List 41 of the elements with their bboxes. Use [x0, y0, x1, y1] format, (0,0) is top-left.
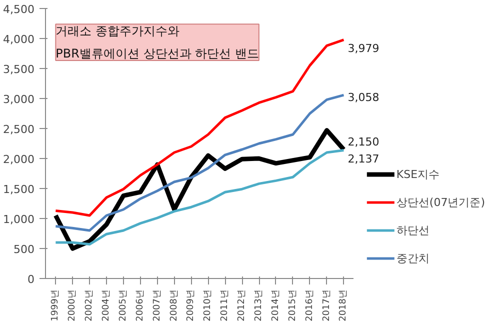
line-series — [54, 38, 345, 217]
data-label: 3,058 — [348, 91, 380, 104]
y-tick-label: 2,500 — [3, 123, 35, 136]
legend-label: 상단선(07년기준) — [396, 194, 485, 210]
x-tick-label: 2008년 — [169, 290, 180, 322]
legend-label: 중간치 — [396, 250, 430, 266]
y-tick-label: 4,500 — [3, 3, 35, 16]
x-tick-label: 2007년 — [152, 290, 162, 322]
text: 거래소 종합주가지수와 PBR밸류에이션 상단선과 하단선 밴드 — [56, 24, 259, 60]
x-tick-label: 2012년 — [237, 290, 248, 322]
y-tick-label: 1,500 — [3, 183, 35, 196]
y-tick-label: 2,000 — [3, 153, 35, 166]
x-tick-label: 2010년 — [203, 290, 214, 322]
x-tick-label: 2017년 — [322, 290, 332, 322]
x-tick-label: 2006년 — [135, 290, 146, 322]
x-tick-label: 2014년 — [270, 290, 281, 322]
x-tick-label: 2013년 — [254, 290, 264, 322]
legend-label: 하단선 — [396, 222, 430, 238]
line-series — [54, 94, 345, 232]
x-tick-label: 2004년 — [102, 290, 112, 322]
x-tick-label: 2000년 — [68, 290, 78, 322]
y-tick-label: 3,500 — [3, 63, 35, 76]
data-label: 2,137 — [348, 152, 380, 166]
y-tick-label: 1,000 — [3, 213, 35, 226]
y-tick-label: 4,000 — [3, 33, 35, 46]
x-tick-label: 1999년 — [50, 290, 61, 322]
x-tick-label: 2009년 — [186, 290, 196, 322]
data-label: 3,979 — [348, 42, 380, 55]
x-tick-label: 2002년 — [84, 290, 95, 322]
y-tick-label: 0 — [28, 273, 34, 286]
x-tick-label: 2018년 — [338, 290, 349, 322]
y-tick-label: 3,000 — [3, 93, 35, 106]
x-tick-label: 2015년 — [288, 290, 298, 322]
x-tick-label: 2005년 — [118, 290, 128, 322]
line-series — [54, 149, 345, 246]
data-label: 2,150 — [348, 136, 380, 148]
x-tick-label: 2016년 — [304, 290, 315, 322]
legend-label: KSE지수 — [396, 166, 440, 182]
x-tick-label: 2011년 — [220, 290, 230, 322]
y-tick-label: 500 — [14, 243, 35, 256]
line-series — [53, 128, 346, 251]
